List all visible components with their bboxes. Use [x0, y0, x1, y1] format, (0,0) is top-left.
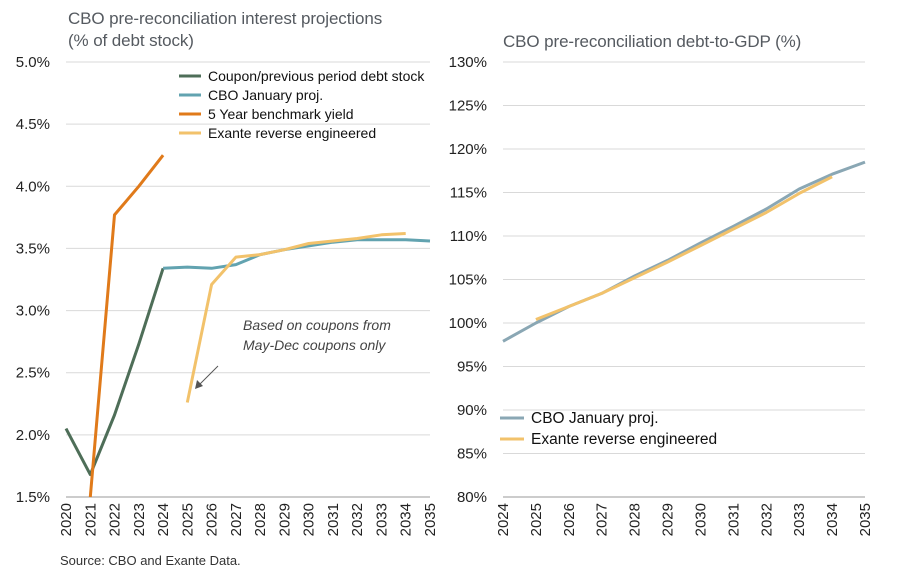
right-chart-x-tick-label: 2029 — [660, 503, 677, 536]
right-chart-x-tick-label: 2032 — [758, 503, 775, 536]
left-chart-y-tick-label: 3.0% — [16, 303, 50, 320]
left-chart-legend-label: CBO January proj. — [208, 87, 323, 103]
left-chart-x-tick-label: 2031 — [325, 503, 342, 536]
left-chart-series-line-1 — [64, 267, 165, 477]
left-chart-x-tick-label: 2032 — [349, 503, 366, 536]
left-chart-annotation-line1: Based on coupons from — [243, 317, 391, 333]
left-chart-title-line2: (% of debt stock) — [68, 31, 194, 50]
right-chart-x-tick-label: 2025 — [528, 503, 545, 536]
right-chart-y-tick-label: 100% — [449, 315, 487, 332]
left-chart-legend-label: 5 Year benchmark yield — [208, 106, 354, 122]
left-chart: 5.0% 4.5% 4.0% 3.5% 3.0% 2.5% 2.0% 1.5% 2020 2021… — [16, 54, 439, 536]
left-chart-x-tick-label: 2028 — [252, 503, 269, 536]
left-chart-annotation-line2: May-Dec coupons only — [243, 337, 386, 353]
source-note: Source: CBO and Exante Data. — [60, 553, 241, 568]
left-chart-x-tick-label: 2027 — [228, 503, 245, 536]
left-chart-y-tick-label: 1.5% — [16, 489, 50, 506]
right-chart: 130% 125% 120% 115% 110% 105% 100% 95% 90% 85% 80%… — [449, 54, 874, 536]
left-chart-annotation-arrow — [197, 365, 219, 387]
left-chart-title: CBO pre-reconciliation interest projecti… — [68, 8, 382, 52]
left-chart-x-tick-label: 2023 — [131, 503, 148, 536]
left-chart-x-tick-label: 2025 — [179, 503, 196, 536]
right-chart-x-tick-label: 2033 — [791, 503, 808, 536]
right-chart-y-tick-label: 125% — [449, 98, 487, 115]
left-chart-x-tick-label: 2035 — [422, 503, 439, 536]
left-chart-x-tick-label: 2021 — [82, 503, 99, 536]
right-chart-x-tick-label: 2024 — [495, 503, 512, 536]
left-chart-x-tick-label: 2026 — [204, 503, 221, 536]
right-chart-x-tick-label: 2030 — [692, 503, 709, 536]
left-chart-y-tick-label: 4.0% — [16, 178, 50, 195]
right-chart-x-tick-label: 2027 — [594, 503, 611, 536]
left-chart-series-line-4 — [185, 232, 406, 403]
right-chart-x-tick-label: 2028 — [627, 503, 644, 536]
right-chart-x-tick-label: 2026 — [561, 503, 578, 536]
right-chart-title: CBO pre-reconciliation debt-to-GDP (%) — [503, 32, 802, 51]
right-chart-y-tick-label: 85% — [457, 446, 487, 463]
left-chart-series-line-3 — [88, 154, 165, 498]
left-chart-x-tick-label: 2024 — [155, 503, 172, 536]
left-chart-x-tick-label: 2022 — [107, 503, 124, 536]
left-chart-y-tick-label: 3.5% — [16, 240, 50, 257]
right-chart-y-tick-label: 105% — [449, 272, 487, 289]
left-chart-x-tick-label: 2029 — [276, 503, 293, 536]
right-chart-x-tick-label: 2034 — [824, 503, 841, 536]
left-chart-legend-label: Exante reverse engineered — [208, 125, 376, 141]
left-chart-y-tick-label: 2.0% — [16, 427, 50, 444]
left-chart-x-tick-label: 2033 — [373, 503, 390, 536]
right-chart-y-tick-label: 130% — [449, 54, 487, 71]
right-chart-legend-label: CBO January proj. — [531, 410, 659, 427]
right-chart-y-tick-label: 115% — [450, 185, 487, 202]
right-chart-y-tick-label: 110% — [450, 228, 487, 245]
left-chart-y-tick-label: 4.5% — [16, 116, 50, 133]
right-chart-legend-label: Exante reverse engineered — [531, 431, 717, 448]
right-chart-y-tick-label: 95% — [457, 359, 487, 376]
left-chart-x-tick-label: 2030 — [301, 503, 318, 536]
left-chart-legend-label: Coupon/previous period debt stock — [208, 68, 425, 84]
right-chart-y-tick-label: 90% — [457, 402, 487, 419]
left-chart-series-line-2 — [163, 238, 431, 270]
right-chart-series-line-2 — [535, 175, 833, 321]
right-chart-y-tick-label: 120% — [449, 141, 487, 158]
left-chart-y-tick-label: 2.5% — [16, 365, 50, 382]
left-chart-title-line1: CBO pre-reconciliation interest projecti… — [68, 9, 383, 28]
right-chart-y-tick-label: 80% — [457, 489, 487, 506]
left-chart-annotation-arrowhead — [195, 380, 203, 389]
right-chart-x-tick-label: 2031 — [725, 503, 742, 536]
right-chart-x-tick-label: 2035 — [857, 503, 874, 536]
left-chart-x-tick-label: 2020 — [58, 503, 75, 536]
left-chart-x-tick-label: 2034 — [398, 503, 415, 536]
left-chart-y-tick-label: 5.0% — [16, 54, 50, 71]
